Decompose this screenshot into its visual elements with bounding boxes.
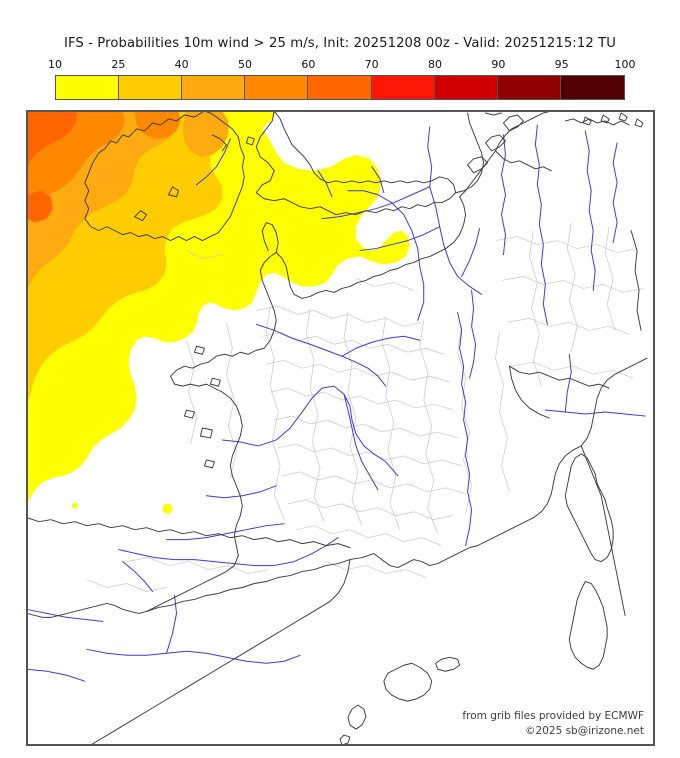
coast-ireland (84, 111, 245, 242)
map-canvas[interactable]: from grib files provided by ECMWF ©2025 … (26, 110, 655, 746)
colorbar-segment-95-100 (560, 76, 624, 99)
colorbar-tick-25: 25 (111, 58, 126, 71)
prob-band-50-60-nw-ireland (134, 111, 181, 139)
coast-spain-north (27, 517, 351, 549)
coast-benelux (459, 111, 552, 198)
river-seine (255, 323, 387, 387)
river-shannon (195, 138, 231, 186)
river-meuse (347, 190, 425, 321)
colorbar-tick-95: 95 (554, 58, 569, 71)
coast-france-north (207, 196, 467, 363)
colorbar-segment-50-60 (245, 76, 309, 99)
river-garonne (118, 537, 339, 567)
prob-band-10-25-channel (176, 246, 257, 291)
admin-boundaries-layer (86, 222, 644, 592)
map-frame-border (27, 111, 654, 745)
colorbar-tick-60: 60 (301, 58, 316, 71)
river-rhine (427, 126, 483, 295)
border-france-spain (146, 553, 375, 612)
colorbar-segment-40-50 (182, 76, 246, 99)
coast-menorca (435, 656, 461, 672)
colorbar-tick-80: 80 (428, 58, 442, 71)
coast-mallorca (383, 662, 433, 702)
colorbar-segment-80-90 (434, 76, 498, 99)
prob-band-60-70 (27, 111, 77, 171)
prob-spot-biscay-coast-2 (71, 502, 78, 509)
coast-spain-east (90, 559, 351, 745)
colorbar-tick-70: 70 (364, 58, 379, 71)
colorbar-tick-10: 10 (48, 58, 62, 71)
prob-band-60-70-offshore (27, 190, 53, 223)
coast-ibiza (347, 704, 367, 730)
river-ebro (86, 648, 301, 664)
river-loire (221, 385, 399, 477)
colorbar-segment-70-80 (371, 76, 435, 99)
colorbar-tick-50: 50 (238, 58, 252, 71)
coast-mediterranean-france (373, 445, 582, 569)
coast-sardinia (568, 581, 608, 670)
river-rhone (457, 311, 473, 547)
coast-britain-sw (255, 111, 457, 216)
coast-biscay (27, 602, 148, 618)
colorbar: 10 25 40 50 60 70 80 90 95 100 (48, 58, 636, 103)
prob-spot-biscay-coast (162, 503, 173, 514)
colorbar-tick-40: 40 (174, 58, 189, 71)
coast-corsica (564, 453, 614, 563)
colorbar-tick-100: 100 (614, 58, 636, 71)
colorbar-segment-90-95 (497, 76, 561, 99)
colorbar-tick-90: 90 (491, 58, 506, 71)
probability-shading-layer (27, 111, 410, 514)
map-svg (27, 111, 654, 745)
prob-band-40-50-irish-sea (182, 111, 229, 157)
colorbar-segment-10-25 (56, 76, 120, 99)
colorbar-segment-25-40 (119, 76, 183, 99)
colorbar-gradient-bar (55, 75, 625, 100)
colorbar-tick-labels: 10 25 40 50 60 70 80 90 95 100 (48, 58, 636, 74)
rivers-layer (27, 124, 646, 682)
page-title: IFS - Probabilities 10m wind > 25 m/s, I… (63, 36, 617, 51)
colorbar-segment-60-70 (308, 76, 372, 99)
coastlines-layer (27, 111, 648, 745)
